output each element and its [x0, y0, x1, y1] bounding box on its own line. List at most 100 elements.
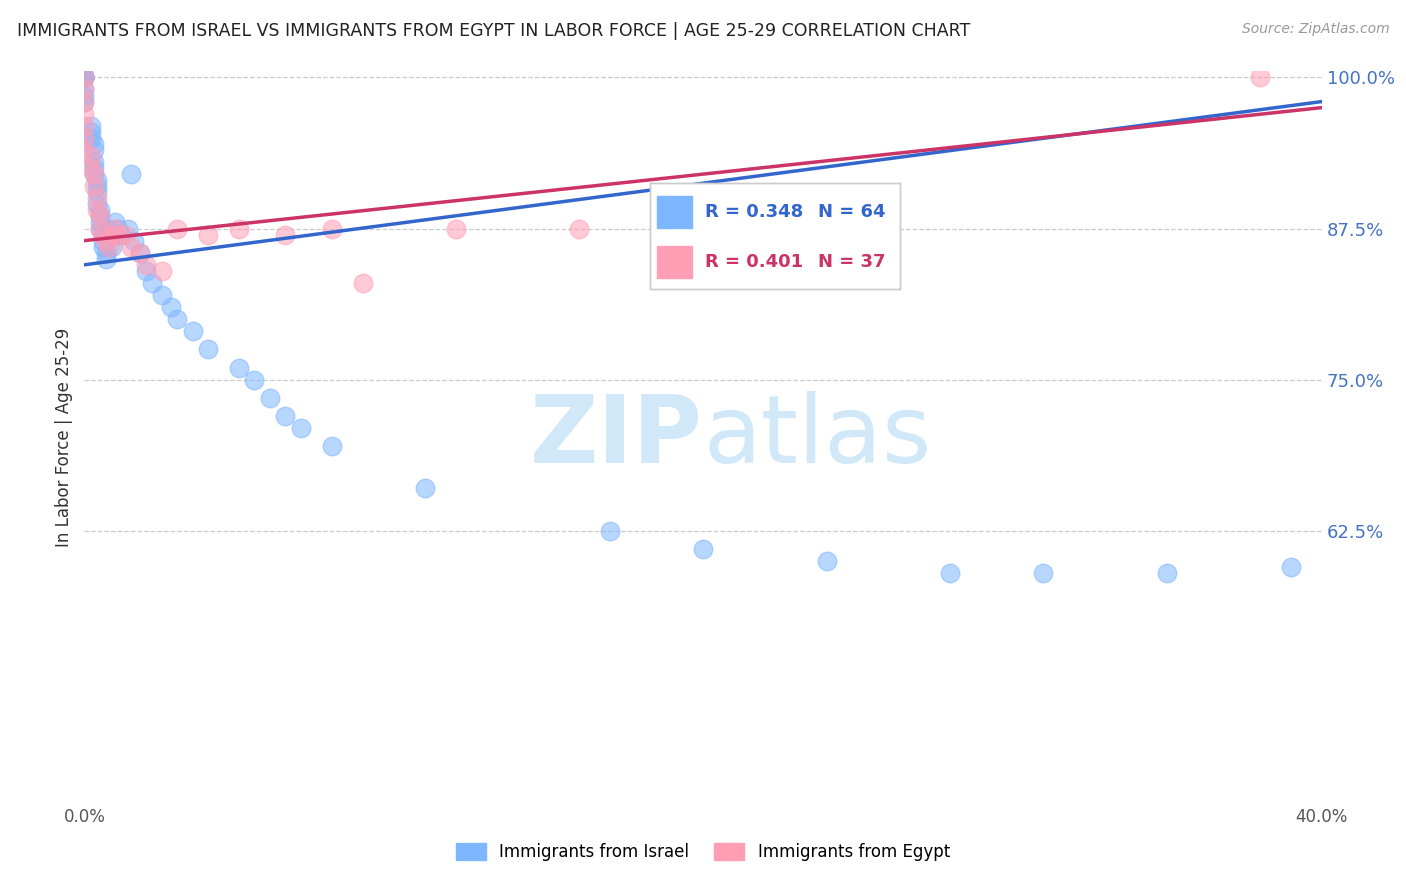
Point	[129, 245, 152, 260]
Text: N = 37: N = 37	[818, 253, 886, 271]
Point	[73, 70, 96, 85]
Text: R = 0.348: R = 0.348	[704, 203, 803, 221]
Y-axis label: In Labor Force | Age 25-29: In Labor Force | Age 25-29	[55, 327, 73, 547]
Point	[228, 221, 250, 235]
Point	[86, 203, 108, 218]
Point	[86, 186, 108, 200]
Point	[661, 221, 683, 235]
Point	[98, 240, 121, 254]
Point	[73, 95, 96, 109]
Point	[73, 70, 96, 85]
Point	[94, 252, 117, 266]
Point	[568, 221, 591, 235]
Point	[83, 161, 105, 175]
Point	[73, 70, 96, 85]
Point	[73, 70, 96, 85]
Point	[73, 88, 96, 103]
Point	[79, 125, 101, 139]
Point	[73, 70, 96, 85]
Point	[181, 324, 204, 338]
Point	[599, 524, 621, 538]
Point	[91, 227, 114, 242]
Point	[83, 167, 105, 181]
Point	[290, 421, 312, 435]
Point	[83, 155, 105, 169]
Point	[91, 240, 114, 254]
Bar	[657, 246, 692, 278]
Point	[228, 360, 250, 375]
Point	[89, 210, 111, 224]
Point	[73, 82, 96, 96]
Point	[83, 143, 105, 157]
Point	[86, 179, 108, 194]
Point	[86, 197, 108, 211]
Point	[79, 161, 101, 175]
Point	[120, 167, 142, 181]
Point	[107, 221, 129, 235]
Point	[197, 227, 219, 242]
Point	[110, 227, 132, 242]
Point	[1279, 560, 1302, 574]
Point	[73, 70, 96, 85]
Point	[120, 240, 142, 254]
Point	[101, 227, 124, 242]
Point	[89, 215, 111, 229]
Point	[79, 131, 101, 145]
Point	[91, 234, 114, 248]
Point	[104, 221, 127, 235]
Text: N = 64: N = 64	[818, 203, 886, 221]
Point	[98, 227, 121, 242]
Point	[150, 264, 173, 278]
Point	[73, 82, 96, 96]
Point	[114, 227, 136, 242]
Point	[939, 566, 962, 580]
Point	[101, 227, 124, 242]
Point	[86, 173, 108, 187]
Point	[83, 179, 105, 194]
Point	[89, 210, 111, 224]
Point	[94, 234, 117, 248]
Point	[754, 221, 776, 235]
Point	[73, 70, 96, 85]
Text: ZIP: ZIP	[530, 391, 703, 483]
Point	[122, 234, 145, 248]
Point	[413, 482, 436, 496]
Point	[1156, 566, 1178, 580]
Text: R = 0.401: R = 0.401	[704, 253, 803, 271]
Point	[150, 288, 173, 302]
Point	[135, 258, 157, 272]
Point	[83, 167, 105, 181]
Point	[243, 373, 266, 387]
Point	[352, 276, 374, 290]
Point	[1249, 70, 1271, 85]
Point	[160, 300, 183, 314]
Text: Source: ZipAtlas.com: Source: ZipAtlas.com	[1241, 22, 1389, 37]
Point	[73, 119, 96, 133]
Text: atlas: atlas	[703, 391, 931, 483]
Point	[107, 227, 129, 242]
Point	[73, 95, 96, 109]
Point	[89, 221, 111, 235]
Point	[83, 136, 105, 151]
Point	[73, 70, 96, 85]
Point	[79, 149, 101, 163]
Point	[321, 439, 343, 453]
Point	[166, 312, 188, 326]
Point	[73, 131, 96, 145]
Point	[89, 203, 111, 218]
Point	[79, 119, 101, 133]
Point	[321, 221, 343, 235]
Point	[117, 221, 139, 235]
Point	[274, 227, 297, 242]
Point	[692, 541, 714, 556]
Text: IMMIGRANTS FROM ISRAEL VS IMMIGRANTS FROM EGYPT IN LABOR FORCE | AGE 25-29 CORRE: IMMIGRANTS FROM ISRAEL VS IMMIGRANTS FRO…	[17, 22, 970, 40]
Point	[141, 276, 163, 290]
Point	[89, 221, 111, 235]
Point	[259, 391, 281, 405]
Point	[135, 264, 157, 278]
Point	[86, 191, 108, 205]
Point	[98, 221, 121, 235]
Point	[129, 245, 152, 260]
Point	[815, 554, 838, 568]
Point	[104, 215, 127, 229]
